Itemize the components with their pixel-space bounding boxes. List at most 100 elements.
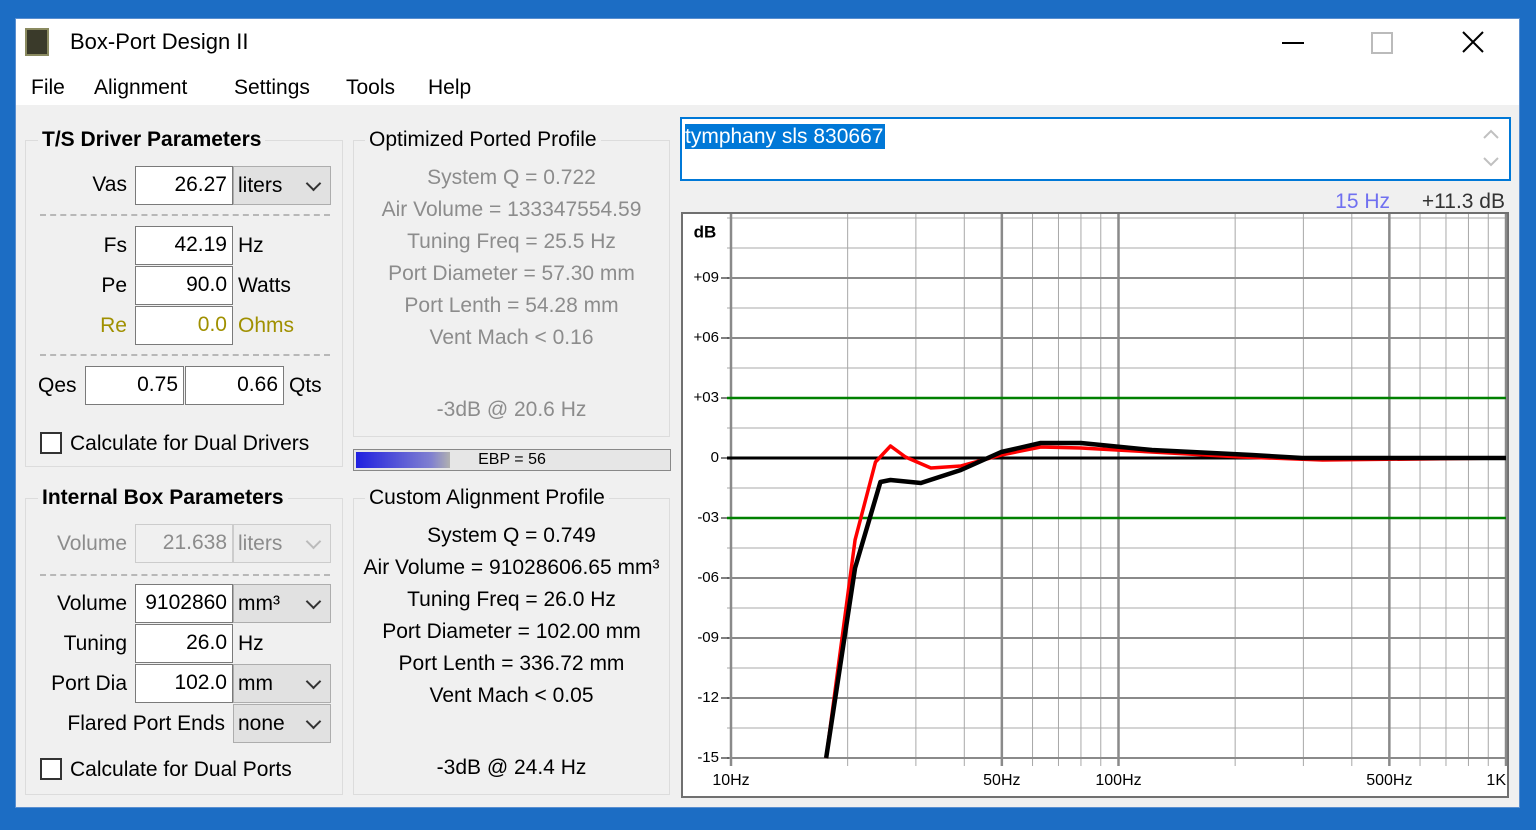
cursor-frequency: 15 Hz: [1335, 190, 1390, 213]
profile-line: System Q = 0.749: [427, 524, 596, 547]
input-value: 0.75: [137, 373, 178, 396]
field-label: Pe: [101, 274, 127, 297]
checkbox[interactable]: [40, 758, 62, 780]
x-tick-label: 50Hz: [983, 772, 1020, 789]
profile-line: Port Lenth = 54.28 mm: [404, 294, 619, 317]
y-tick-label: -15: [697, 749, 719, 766]
window-title: Box-Port Design II: [70, 29, 249, 54]
group-title: Optimized Ported Profile: [365, 128, 601, 152]
input-value: 26.0: [186, 631, 227, 654]
menu-item[interactable]: Settings: [234, 76, 310, 99]
field-label: Port Dia: [51, 672, 127, 695]
menu-item[interactable]: Alignment: [94, 76, 188, 99]
input[interactable]: [135, 266, 233, 305]
separator: [40, 574, 330, 576]
cursor-level: +11.3 dB: [1421, 190, 1505, 213]
field-label: Fs: [103, 234, 127, 257]
group-title: Custom Alignment Profile: [365, 486, 609, 510]
input[interactable]: [135, 166, 233, 205]
ebp-fill: [356, 452, 450, 468]
input[interactable]: [135, 306, 233, 345]
response-chart: dB 10Hz 50Hz 100Hz 500Hz 1K -15 -12 -09 -06 -03 0 +…: [681, 212, 1509, 798]
dropdown[interactable]: [233, 166, 331, 205]
input[interactable]: [135, 664, 233, 703]
unit: Ohms: [238, 314, 295, 337]
input[interactable]: [135, 226, 233, 265]
dropdown-value: liters: [238, 532, 283, 555]
input[interactable]: [185, 366, 284, 405]
dropdown-value: none: [238, 712, 285, 735]
y-axis-label: dB: [694, 222, 717, 241]
field-label: Tuning: [63, 632, 127, 655]
window-controls: [1282, 31, 1484, 54]
maximize-button[interactable]: [1371, 32, 1393, 54]
field-label: Flared Port Ends: [67, 712, 225, 735]
field-label: Volume: [56, 592, 127, 615]
field-label: Volume: [56, 532, 127, 555]
profile-line: Air Volume = 91028606.65 mm³: [363, 556, 660, 579]
dropdown-value: mm: [238, 672, 273, 695]
checkbox-label: Calculate for Dual Ports: [70, 758, 292, 781]
field-label: Qes: [38, 374, 77, 397]
ebp-label: EBP = 56: [478, 451, 546, 468]
separator: [40, 354, 330, 356]
input-value: 0.0: [197, 313, 227, 336]
cutoff: -3dB @ 20.6 Hz: [436, 398, 587, 421]
y-tick-label: -09: [697, 629, 719, 646]
menu-item[interactable]: Help: [428, 76, 472, 99]
title-and-menu-bar: [16, 19, 1519, 105]
y-tick-label: +03: [694, 389, 719, 406]
field-label: Qts: [289, 374, 322, 397]
x-tick-label: 500Hz: [1366, 772, 1412, 789]
input-value: 0.66: [237, 373, 278, 396]
dropdown-value: mm³: [238, 592, 280, 615]
profile-line: Port Lenth = 336.72 mm: [398, 652, 625, 675]
y-tick-label: +09: [694, 269, 719, 286]
dropdown: [233, 524, 331, 563]
input-value: 90.0: [186, 273, 227, 296]
selected-text: tymphany sls 830667: [685, 124, 886, 149]
response-curve: [823, 440, 1506, 759]
close-button[interactable]: [1462, 31, 1484, 53]
profile-line: System Q = 0.722: [427, 166, 596, 189]
profile-line: Port Diameter = 57.30 mm: [388, 262, 635, 285]
x-tick-label: 1K: [1486, 772, 1506, 789]
cutoff: -3dB @ 24.4 Hz: [436, 756, 587, 779]
unit: Watts: [238, 274, 291, 297]
app-icon: [25, 28, 49, 56]
scroll-arrows: [1483, 129, 1499, 167]
curves: [823, 440, 1507, 759]
unit: Hz: [238, 234, 264, 257]
dropdown[interactable]: [233, 664, 331, 703]
input-value: 26.27: [174, 173, 227, 196]
profile-line: Vent Mach < 0.05: [429, 684, 594, 707]
menu-item[interactable]: Tools: [346, 76, 396, 99]
checkbox-label: Calculate for Dual Drivers: [70, 432, 310, 455]
y-tick-label: -06: [697, 569, 719, 586]
field-label: Re: [100, 314, 127, 337]
dropdown[interactable]: [233, 704, 331, 743]
group-title: Internal Box Parameters: [38, 486, 288, 510]
profile-line: Vent Mach < 0.16: [429, 326, 594, 349]
input-value: 102.0: [174, 671, 227, 694]
checkbox[interactable]: [40, 432, 62, 454]
y-tick-label: -12: [697, 689, 719, 706]
menu-item[interactable]: File: [31, 76, 65, 99]
y-tick-label: +06: [694, 329, 719, 346]
group-title: T/S Driver Parameters: [38, 128, 266, 152]
profile-line: Air Volume = 133347554.59: [381, 198, 642, 221]
input[interactable]: [135, 584, 233, 623]
x-tick-label: 10Hz: [712, 772, 749, 789]
separator: [40, 214, 330, 216]
unit: Hz: [238, 632, 264, 655]
dropdown[interactable]: [233, 584, 331, 623]
input: [135, 524, 233, 563]
y-tick-label: 0: [711, 449, 719, 466]
input[interactable]: [135, 624, 233, 663]
field-label: Vas: [92, 173, 127, 196]
profile-line: Port Diameter = 102.00 mm: [382, 620, 641, 643]
dropdown-value: liters: [238, 174, 283, 197]
y-tick-label: -03: [697, 509, 719, 526]
profile-line: Tuning Freq = 26.0 Hz: [407, 588, 616, 611]
input[interactable]: [85, 366, 184, 405]
